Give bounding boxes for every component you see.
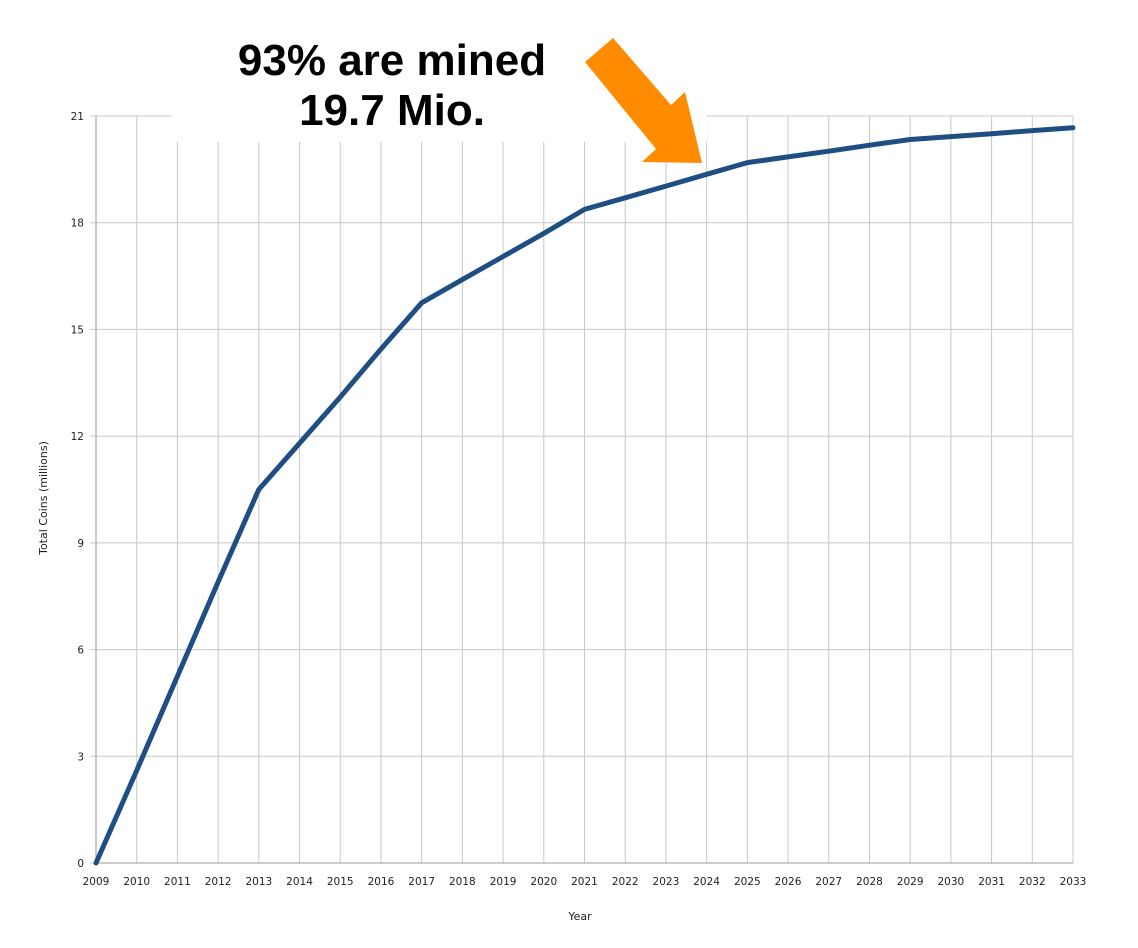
x-tick-label: 2020 xyxy=(530,876,557,888)
x-tick-label: 2014 xyxy=(286,876,313,888)
x-tick-label: 2033 xyxy=(1060,876,1087,888)
x-tick-label: 2023 xyxy=(653,876,680,888)
x-tick-labels: 2009 2010 2011 2012 2013 2014 2015 2016 2017 2018… xyxy=(83,876,1087,888)
x-tick-label: 2024 xyxy=(693,876,720,888)
y-tick-label: 3 xyxy=(77,751,84,763)
y-tick-label: 15 xyxy=(71,324,84,336)
x-tick-label: 2015 xyxy=(327,876,354,888)
x-tick-label: 2016 xyxy=(368,876,395,888)
x-tick-label: 2012 xyxy=(205,876,232,888)
x-tick-label: 2019 xyxy=(490,876,517,888)
x-tick-label: 2009 xyxy=(83,876,110,888)
x-tick-label: 2026 xyxy=(775,876,802,888)
x-tick-label: 2017 xyxy=(408,876,435,888)
annotation-line-2: 19.7 Mio. xyxy=(299,86,485,135)
grid xyxy=(90,115,1074,864)
y-tick-label: 6 xyxy=(77,645,84,657)
x-tick-label: 2031 xyxy=(978,876,1005,888)
x-tick-label: 2013 xyxy=(245,876,272,888)
x-tick-label: 2011 xyxy=(164,876,191,888)
x-tick-label: 2027 xyxy=(815,876,842,888)
x-tick-label: 2030 xyxy=(938,876,965,888)
x-tick-label: 2010 xyxy=(123,876,150,888)
y-tick-label: 18 xyxy=(71,218,84,230)
arrow-icon xyxy=(585,38,702,163)
y-tick-label: 0 xyxy=(77,858,84,870)
annotation-line-1: 93% are mined xyxy=(238,36,546,85)
y-tick-labels: 0 3 6 9 12 15 18 21 xyxy=(71,111,85,870)
x-tick-label: 2021 xyxy=(571,876,598,888)
y-tick-label: 12 xyxy=(71,431,84,443)
x-tick-label: 2022 xyxy=(612,876,639,888)
x-tick-label: 2029 xyxy=(897,876,924,888)
x-tick-label: 2032 xyxy=(1019,876,1046,888)
x-axis-title: Year xyxy=(567,910,592,923)
x-tick-label: 2025 xyxy=(734,876,761,888)
y-axis-title: Total Coins (millions) xyxy=(37,441,50,556)
series-layer xyxy=(93,125,1076,866)
x-tick-label: 2028 xyxy=(856,876,883,888)
x-tick-label: 2018 xyxy=(449,876,476,888)
y-tick-label: 9 xyxy=(77,538,84,550)
y-tick-label: 21 xyxy=(71,111,84,123)
